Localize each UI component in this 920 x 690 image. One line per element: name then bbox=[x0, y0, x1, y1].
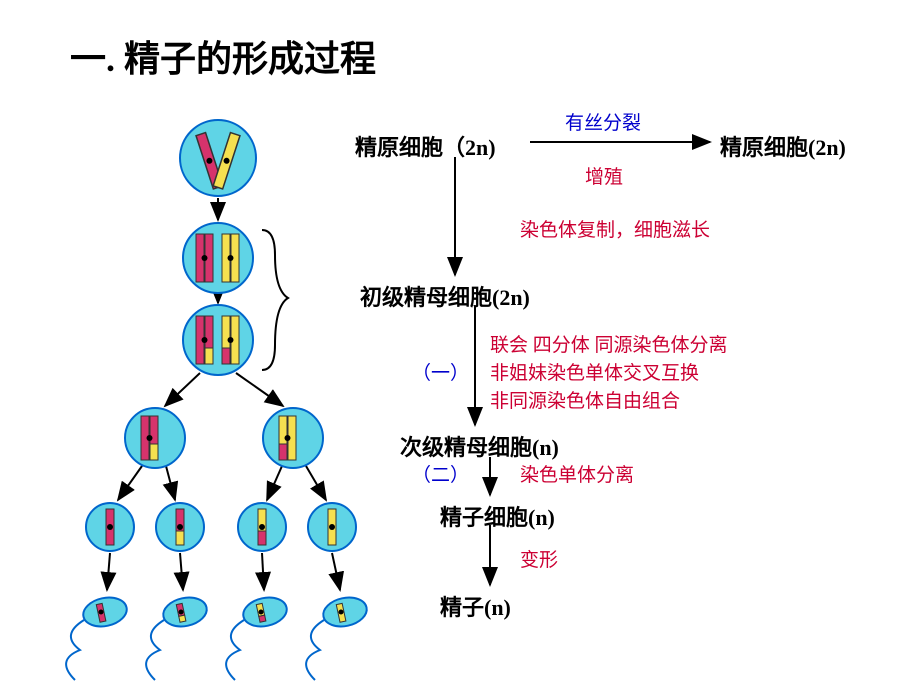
tree-arrow-3r bbox=[236, 373, 283, 406]
sperm-4 bbox=[306, 594, 369, 680]
cell-diagram bbox=[0, 0, 920, 690]
tree-arrow-5d bbox=[332, 553, 340, 590]
tree-arrow-5a bbox=[107, 553, 110, 590]
cell-primary-2 bbox=[183, 305, 253, 375]
tree-arrow-3l bbox=[165, 373, 200, 406]
sperm-3 bbox=[226, 594, 289, 680]
tree-arrow-5b bbox=[180, 553, 183, 590]
cell-spermatid-2 bbox=[156, 503, 204, 551]
tree-arrow-4d bbox=[306, 466, 326, 500]
cell-spermatid-3 bbox=[238, 503, 286, 551]
tree-arrow-4b bbox=[166, 466, 175, 500]
cell-secondary-right bbox=[263, 408, 323, 468]
cell-spermatid-4 bbox=[308, 503, 356, 551]
sperm-2 bbox=[146, 594, 209, 680]
cell-primary-1 bbox=[183, 223, 253, 293]
tree-arrow-5c bbox=[262, 553, 264, 590]
sperm-1 bbox=[66, 594, 129, 680]
brace-icon bbox=[262, 230, 288, 370]
cell-secondary-left bbox=[125, 408, 185, 468]
cell-spermatid-1 bbox=[86, 503, 134, 551]
tree-arrow-4c bbox=[267, 466, 282, 500]
cell-spermatogonium bbox=[180, 120, 256, 196]
tree-arrow-4a bbox=[118, 466, 142, 500]
